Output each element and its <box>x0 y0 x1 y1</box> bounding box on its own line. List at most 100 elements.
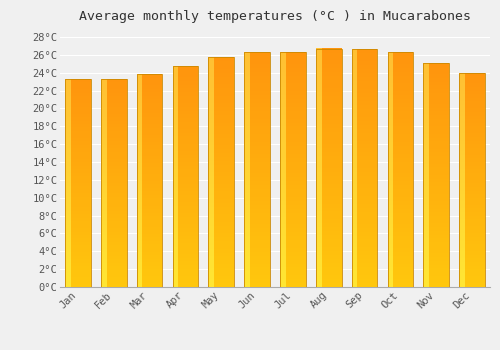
Bar <box>459 133 465 137</box>
Bar <box>388 267 413 271</box>
Bar <box>101 242 126 245</box>
Bar <box>244 173 250 177</box>
Bar <box>208 141 234 146</box>
Bar <box>136 131 162 135</box>
Bar <box>280 256 306 260</box>
Bar <box>424 160 429 164</box>
Bar <box>316 104 342 108</box>
Bar <box>244 76 250 79</box>
Bar <box>101 148 126 152</box>
Bar <box>65 176 91 180</box>
Bar <box>280 68 306 72</box>
Bar <box>424 104 429 108</box>
Bar <box>65 221 70 225</box>
Bar <box>352 196 378 200</box>
Bar <box>65 280 91 284</box>
Bar <box>352 200 358 204</box>
Bar <box>208 233 234 237</box>
Bar <box>172 188 178 191</box>
Bar <box>101 79 126 82</box>
Bar <box>388 212 393 217</box>
Bar <box>101 245 106 249</box>
Bar <box>208 222 234 226</box>
Bar <box>172 114 199 118</box>
Bar <box>172 96 178 99</box>
Bar <box>136 127 162 131</box>
Bar <box>244 283 250 287</box>
Bar <box>280 244 285 248</box>
Bar <box>424 246 449 250</box>
Bar <box>388 119 413 122</box>
Bar <box>280 197 306 201</box>
Bar <box>280 220 285 224</box>
Bar <box>65 148 91 152</box>
Bar <box>459 87 485 91</box>
Bar <box>136 248 142 252</box>
Bar <box>172 283 199 287</box>
Bar <box>136 227 142 230</box>
Bar <box>388 189 393 193</box>
Bar <box>65 245 91 249</box>
Bar <box>316 84 342 88</box>
Bar <box>388 236 413 240</box>
Bar <box>424 265 429 268</box>
Bar <box>136 273 142 277</box>
Bar <box>136 198 162 202</box>
Bar <box>208 260 214 264</box>
Bar <box>172 92 199 96</box>
Bar <box>244 91 250 95</box>
Bar <box>316 128 322 132</box>
Bar <box>459 183 485 187</box>
Bar <box>280 279 306 283</box>
Bar <box>352 279 378 283</box>
Bar <box>101 186 126 190</box>
Bar <box>208 191 214 195</box>
Bar <box>208 264 214 268</box>
Bar <box>244 111 250 115</box>
Bar <box>388 256 413 260</box>
Bar <box>388 91 393 95</box>
Bar <box>388 52 413 287</box>
Bar <box>101 138 106 141</box>
Bar <box>172 92 178 96</box>
Bar <box>388 259 393 264</box>
Bar <box>101 200 106 204</box>
Bar <box>459 284 485 287</box>
Bar <box>208 126 214 130</box>
Bar <box>65 193 70 197</box>
Bar <box>101 193 126 197</box>
Bar <box>136 156 142 160</box>
Bar <box>172 125 178 129</box>
Bar <box>388 76 393 79</box>
Bar <box>459 187 465 190</box>
Bar <box>208 99 214 103</box>
Bar <box>136 181 142 184</box>
Bar <box>244 264 250 267</box>
Bar <box>172 70 178 74</box>
Bar <box>208 134 214 138</box>
Bar <box>65 89 91 93</box>
Bar <box>352 192 378 196</box>
Bar <box>172 191 178 195</box>
Bar <box>172 258 178 261</box>
Bar <box>208 61 214 65</box>
Bar <box>459 205 465 208</box>
Bar <box>459 80 485 83</box>
Bar <box>352 251 358 255</box>
Bar <box>459 216 485 219</box>
Bar <box>208 69 234 73</box>
Bar <box>244 83 270 88</box>
Bar <box>136 234 162 237</box>
Bar <box>172 74 178 77</box>
Bar <box>101 193 106 197</box>
Bar <box>172 144 178 147</box>
Bar <box>244 216 250 221</box>
Bar <box>101 96 106 100</box>
Bar <box>352 224 358 228</box>
Bar <box>424 279 449 283</box>
Bar <box>352 81 378 85</box>
Bar <box>136 174 162 177</box>
Bar <box>208 157 234 161</box>
Bar <box>136 262 142 266</box>
Bar <box>352 144 378 148</box>
